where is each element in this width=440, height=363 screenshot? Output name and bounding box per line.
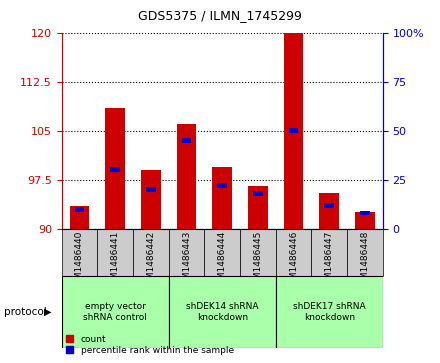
- Bar: [177, 124, 196, 229]
- Text: shDEK17 shRNA
knockdown: shDEK17 shRNA knockdown: [293, 302, 366, 322]
- Bar: [217, 183, 227, 188]
- Text: GSM1486443: GSM1486443: [182, 231, 191, 291]
- Text: empty vector
shRNA control: empty vector shRNA control: [83, 302, 147, 322]
- Bar: [324, 203, 334, 208]
- Bar: [204, 229, 240, 276]
- Bar: [62, 276, 169, 348]
- Bar: [62, 229, 97, 276]
- Bar: [182, 138, 191, 143]
- Bar: [213, 167, 232, 229]
- Bar: [248, 186, 268, 229]
- Bar: [355, 212, 375, 229]
- Legend: count, percentile rank within the sample: count, percentile rank within the sample: [66, 335, 234, 355]
- Bar: [289, 128, 298, 133]
- Text: GSM1486441: GSM1486441: [110, 231, 120, 291]
- Bar: [133, 229, 169, 276]
- Text: GSM1486447: GSM1486447: [325, 231, 334, 291]
- Bar: [169, 229, 204, 276]
- Text: GSM1486446: GSM1486446: [289, 231, 298, 291]
- Text: GDS5375 / ILMN_1745299: GDS5375 / ILMN_1745299: [138, 9, 302, 22]
- Text: protocol: protocol: [4, 307, 51, 317]
- Text: GSM1486440: GSM1486440: [75, 231, 84, 291]
- Bar: [169, 276, 276, 348]
- Text: GSM1486442: GSM1486442: [147, 231, 155, 291]
- Text: ▶: ▶: [44, 307, 51, 317]
- Bar: [110, 167, 120, 172]
- Bar: [276, 276, 383, 348]
- Bar: [253, 191, 263, 196]
- Text: GSM1486444: GSM1486444: [218, 231, 227, 291]
- Bar: [319, 193, 339, 229]
- Bar: [97, 229, 133, 276]
- Bar: [146, 187, 156, 192]
- Text: GSM1486445: GSM1486445: [253, 231, 262, 291]
- Text: shDEK14 shRNA
knockdown: shDEK14 shRNA knockdown: [186, 302, 258, 322]
- Bar: [105, 108, 125, 229]
- Bar: [284, 33, 304, 229]
- Bar: [70, 206, 89, 229]
- Bar: [74, 207, 84, 212]
- Text: GSM1486448: GSM1486448: [360, 231, 370, 291]
- Bar: [276, 229, 312, 276]
- Bar: [240, 229, 276, 276]
- Bar: [312, 229, 347, 276]
- Bar: [347, 229, 383, 276]
- Bar: [141, 170, 161, 229]
- Bar: [360, 211, 370, 216]
